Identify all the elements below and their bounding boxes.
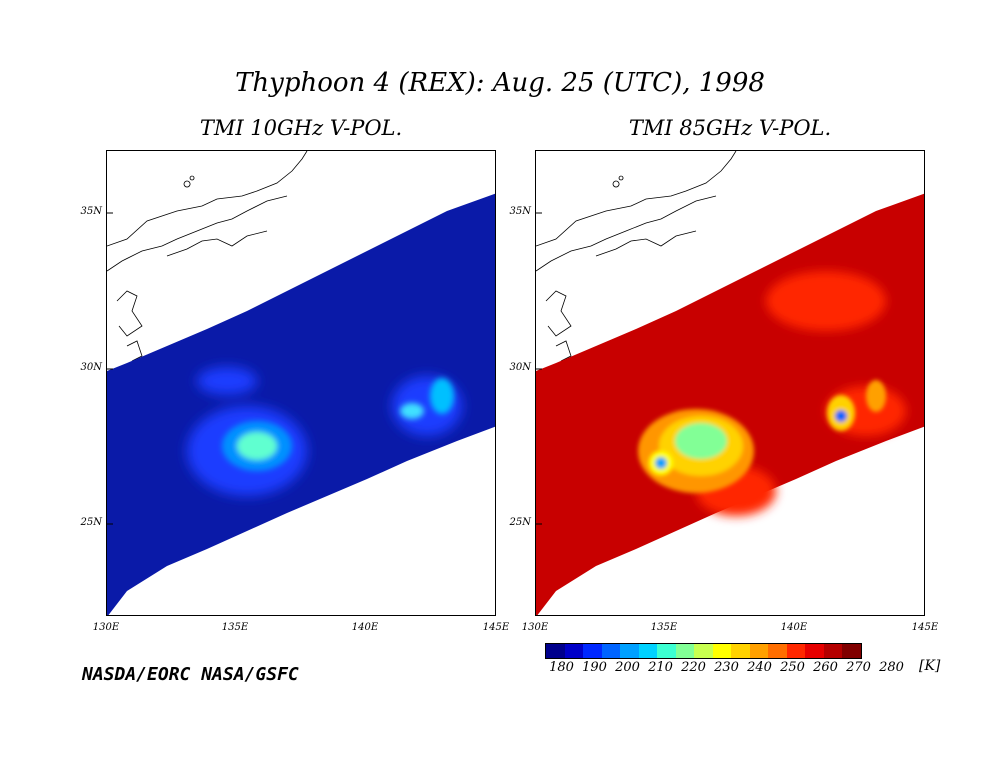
lon-label-135e: 135E <box>221 622 249 633</box>
lon-label-130e: 130E <box>521 622 549 633</box>
color-swatch <box>731 644 750 658</box>
coastline <box>107 151 308 362</box>
lon-label-140e: 140E <box>780 622 808 633</box>
lon-label-135e: 135E <box>650 622 678 633</box>
lon-label-130e: 130E <box>92 622 120 633</box>
map-panel-85ghz <box>535 150 925 616</box>
color-scale-tick-label: 200 <box>615 660 640 675</box>
color-scale-tick-label: 230 <box>714 660 739 675</box>
color-scale-tick-label: 190 <box>582 660 607 675</box>
color-scale-tick-label: 180 <box>549 660 574 675</box>
color-scale-tick-label: 250 <box>780 660 805 675</box>
panel-title-10ghz: TMI 10GHz V-POL. <box>199 116 403 140</box>
lat-label-30n: 30N <box>509 362 531 373</box>
color-swatch <box>805 644 824 658</box>
map-title: Thyphoon 4 (REX): Aug. 25 (UTC), 1998 <box>235 68 765 98</box>
lon-label-145e: 145E <box>482 622 510 633</box>
lon-label-140e: 140E <box>351 622 379 633</box>
color-swatch <box>601 644 620 658</box>
storm-eye-85ghz <box>638 380 886 493</box>
map-panel-10ghz <box>106 150 496 616</box>
color-swatch <box>583 644 602 658</box>
color-scale-tick-label: 280 <box>879 660 904 675</box>
color-scale-unit: [K] <box>919 658 941 674</box>
color-scale-tick-label: 260 <box>813 660 838 675</box>
color-swatch <box>823 644 842 658</box>
color-swatch <box>638 644 657 658</box>
lat-label-30n: 30N <box>80 362 102 373</box>
color-scale-bar <box>545 643 862 659</box>
lat-label-35n: 35N <box>509 206 531 217</box>
color-swatch <box>564 644 583 658</box>
lat-label-25n: 25N <box>509 517 531 528</box>
color-scale-tick-label: 240 <box>747 660 772 675</box>
color-scale-tick-label: 270 <box>846 660 871 675</box>
color-swatch <box>842 644 861 658</box>
panel-title-85ghz: TMI 85GHz V-POL. <box>628 116 832 140</box>
lat-label-35n: 35N <box>80 206 102 217</box>
color-scale-tick-label: 220 <box>681 660 706 675</box>
coastline <box>536 151 737 362</box>
swath-10ghz <box>107 193 495 615</box>
color-swatch <box>675 644 694 658</box>
color-swatch <box>620 644 639 658</box>
color-swatch <box>786 644 805 658</box>
color-swatch <box>768 644 787 658</box>
color-swatch <box>749 644 768 658</box>
color-scale-tick-label: 210 <box>648 660 673 675</box>
lon-label-145e: 145E <box>911 622 939 633</box>
color-swatch <box>694 644 713 658</box>
color-swatch <box>712 644 731 658</box>
color-swatch <box>657 644 676 658</box>
lat-ticks <box>536 212 542 525</box>
lat-label-25n: 25N <box>80 517 102 528</box>
color-swatch <box>546 644 565 658</box>
lat-ticks <box>107 212 113 525</box>
credit-text: NASDA/EORC NASA/GSFC <box>82 664 299 685</box>
color-scale-ticks: 180 190 200 210 220 230 240 250 260 270 280 <box>545 660 908 675</box>
